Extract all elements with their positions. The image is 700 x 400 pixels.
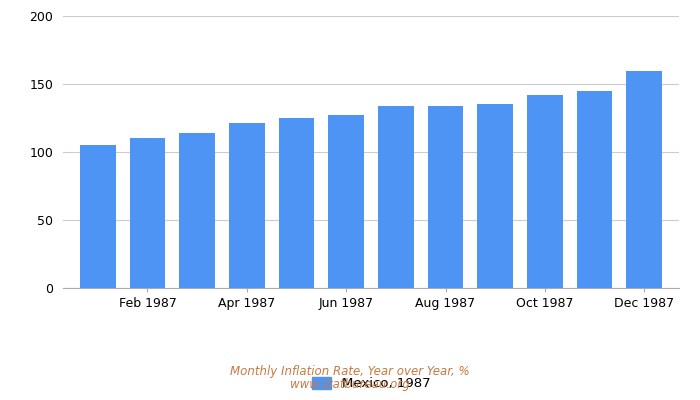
Bar <box>328 115 364 288</box>
Bar <box>378 106 414 288</box>
Bar <box>527 95 563 288</box>
Text: Monthly Inflation Rate, Year over Year, %: Monthly Inflation Rate, Year over Year, … <box>230 365 470 378</box>
Bar <box>577 91 612 288</box>
Bar <box>130 138 165 288</box>
Text: www.statbureau.org: www.statbureau.org <box>290 378 410 391</box>
Legend: Mexico, 1987: Mexico, 1987 <box>306 372 436 396</box>
Bar <box>229 124 265 288</box>
Bar <box>279 118 314 288</box>
Bar <box>179 133 215 288</box>
Bar <box>626 71 662 288</box>
Bar <box>80 145 116 288</box>
Bar <box>428 106 463 288</box>
Bar <box>477 104 513 288</box>
